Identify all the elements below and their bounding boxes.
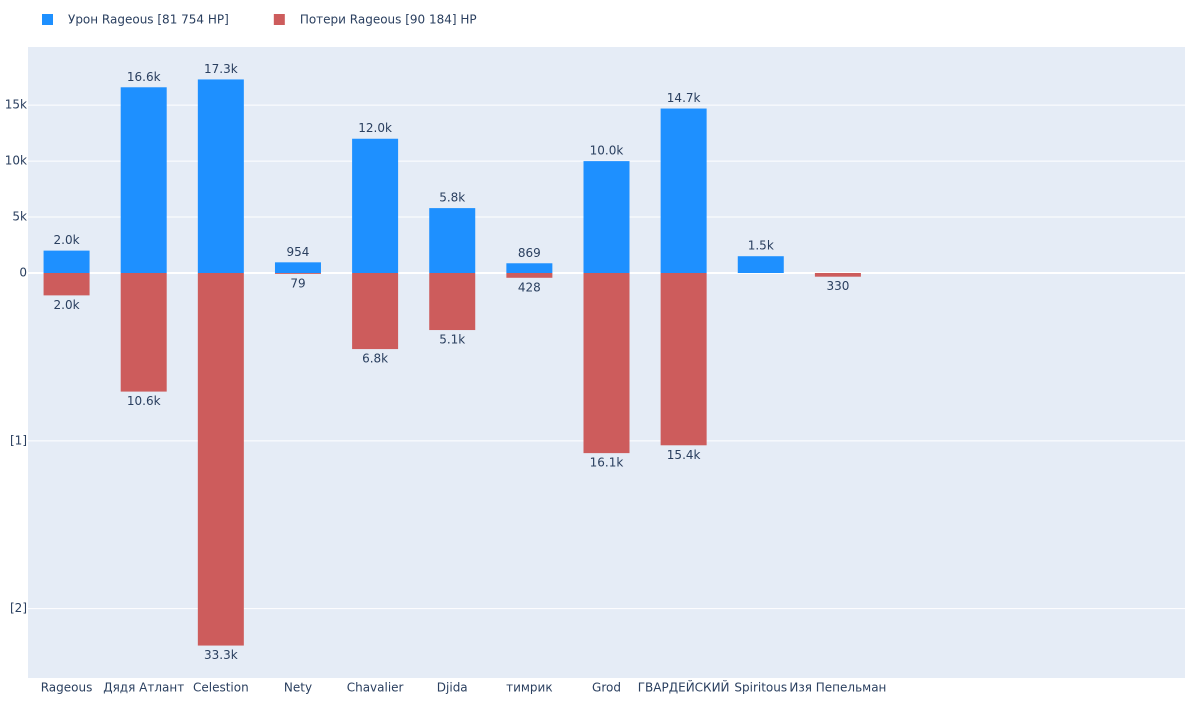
data-label: 5.1k [439,333,465,347]
data-label: 330 [826,279,849,293]
data-label: 79 [290,276,305,290]
x-tick-label: Дядя Атлант [103,681,184,695]
bar [352,272,399,350]
data-label: 869 [518,246,541,260]
bar [120,87,167,273]
x-tick-label: Djida [437,681,468,695]
data-label: 17.3k [204,62,238,76]
y-tick-label: 5k [12,210,27,224]
bar [429,272,476,331]
x-tick-label: Spiritous [734,681,787,695]
legend-swatch[interactable] [273,14,285,25]
data-label: 5.8k [439,191,465,205]
data-label: 428 [518,280,541,294]
data-label: 6.8k [362,352,388,366]
x-tick-label: тимрик [506,681,553,695]
x-tick-label: Celestion [193,681,249,695]
x-tick-label: Rageous [41,681,93,695]
legend-label[interactable]: Потери Rageous [90 184] HP [300,13,477,27]
bar [274,262,321,273]
y-tick-label: 0 [19,265,27,279]
x-tick-label: Изя Пепельман [789,681,886,695]
bar [352,138,399,273]
bar [660,272,707,446]
legend-label[interactable]: Урон Rageous [81 754 HP] [68,13,229,27]
data-label: 10.0k [590,144,624,158]
bar [43,272,90,296]
y-tick-label: 15k [5,98,27,112]
x-tick-label: Grod [592,681,621,695]
y-tick-label: [1] [10,433,27,447]
data-label: 954 [287,245,310,259]
data-label: 14.7k [667,91,701,105]
y-tick-label: [2] [10,601,27,615]
bar [43,250,90,273]
bar [506,263,553,273]
bar [120,272,167,392]
bar [429,208,476,273]
bar [197,272,244,646]
bar [506,272,553,278]
bar [197,79,244,273]
x-tick-label: Chavalier [347,681,404,695]
data-label: 10.6k [127,394,161,408]
bar [583,272,630,454]
data-label: 16.1k [590,456,624,470]
bar [814,272,861,277]
bar [660,108,707,273]
data-label: 15.4k [667,448,701,462]
data-label: 2.0k [54,298,80,312]
bar [583,161,630,273]
x-tick-label: Nety [284,681,312,695]
data-label: 33.3k [204,648,238,662]
x-tick-label: ГВАРДЕЙСКИЙ [638,680,730,695]
legend-swatch[interactable] [42,14,53,25]
data-label: 12.0k [358,121,392,135]
bar [737,256,784,273]
bar [274,272,321,274]
data-label: 1.5k [748,239,774,253]
y-tick-label: 10k [5,154,27,168]
data-label: 2.0k [54,233,80,247]
data-label: 16.6k [127,70,161,84]
